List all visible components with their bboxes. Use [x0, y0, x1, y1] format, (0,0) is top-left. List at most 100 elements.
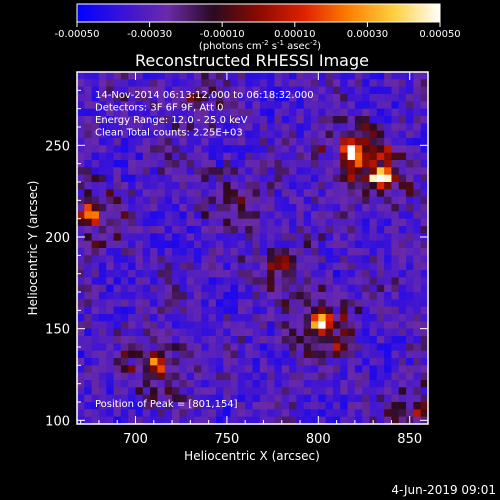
heatmap-cell [281, 116, 290, 124]
heatmap-cell [230, 86, 239, 95]
heatmap-cell [230, 284, 239, 293]
heatmap-cell [98, 240, 107, 249]
heatmap-cell [135, 248, 144, 256]
heatmap-cell [369, 372, 378, 381]
heatmap-cell [332, 182, 341, 190]
heatmap-cell [98, 394, 107, 403]
heatmap-cell [362, 380, 371, 388]
heatmap-cell [267, 314, 276, 322]
heatmap-cell [194, 409, 202, 418]
heatmap-cell [172, 160, 180, 168]
heatmap-cell [157, 314, 166, 322]
heatmap-cell [296, 314, 305, 322]
heatmap-cell [274, 365, 283, 374]
heatmap-cell [398, 145, 407, 154]
heatmap-cell [91, 409, 100, 418]
heatmap-cell [340, 380, 349, 388]
heatmap-cell [84, 321, 93, 330]
heatmap-cell [267, 138, 276, 146]
heatmap-cell [106, 226, 115, 234]
heatmap-cell [354, 123, 363, 132]
heatmap-cell [384, 167, 393, 176]
heatmap-cell [208, 336, 217, 344]
heatmap-cell [259, 167, 268, 176]
heatmap-cell [215, 380, 224, 388]
heatmap-cell [259, 72, 268, 80]
heatmap-cell [142, 328, 151, 337]
heatmap-cell [420, 189, 428, 198]
heatmap-cell [413, 145, 422, 154]
heatmap-cell [172, 365, 180, 374]
heatmap-cell [340, 387, 349, 396]
heatmap-cell [106, 123, 115, 132]
heatmap-cell [362, 94, 371, 102]
heatmap-cell [194, 182, 202, 190]
heatmap-cell [120, 299, 129, 308]
heatmap-cell [215, 160, 224, 168]
heatmap-cell [362, 306, 371, 315]
heatmap-cell [98, 255, 107, 264]
heatmap-cell [369, 314, 378, 322]
heatmap-cell [84, 409, 93, 418]
heatmap-cell [237, 116, 246, 124]
heatmap-cell [186, 72, 195, 80]
heatmap-cell [208, 116, 217, 124]
heatmap-cell [252, 152, 261, 161]
heatmap-cell [391, 182, 400, 190]
heatmap-cell [186, 123, 195, 132]
heatmap-cell [120, 372, 129, 381]
heatmap-cell [362, 72, 371, 80]
heatmap-cell [215, 123, 224, 132]
heatmap-cell [84, 138, 93, 146]
heatmap-cell [172, 380, 180, 388]
heatmap-cell [369, 138, 378, 146]
heatmap-cell [150, 211, 159, 220]
heatmap-cell [354, 101, 363, 110]
heatmap-cell [120, 218, 129, 227]
heatmap-cell [179, 123, 188, 132]
heatmap-cell [289, 343, 297, 352]
heatmap-cell [354, 402, 363, 410]
heatmap-cell [384, 262, 393, 271]
heatmap-cell [237, 240, 246, 249]
heatmap-cell [230, 365, 239, 374]
heatmap-cell [142, 226, 151, 234]
heatmap-cell [281, 270, 290, 278]
heatmap-cell [128, 336, 137, 344]
heatmap-cell [252, 108, 261, 117]
heatmap-cell [186, 204, 195, 212]
heatmap-cell [208, 314, 217, 322]
heatmap-cell [289, 130, 297, 139]
heatmap-cell [384, 416, 393, 424]
heatmap-cell [106, 145, 115, 154]
heatmap-cell [274, 299, 283, 308]
heatmap-cell [128, 321, 137, 330]
heatmap-cell [84, 416, 93, 424]
heatmap-cell [332, 79, 341, 88]
heatmap-cell [179, 270, 188, 278]
heatmap-cell [237, 130, 246, 139]
heatmap-cell [128, 174, 137, 183]
heatmap-cell [223, 262, 232, 271]
heatmap-cell [413, 262, 422, 271]
heatmap-cell [274, 262, 283, 271]
heatmap-cell [157, 123, 166, 132]
heatmap-cell [325, 380, 334, 388]
heatmap-cell [245, 226, 254, 234]
heatmap-cell [311, 145, 319, 154]
heatmap-cell [413, 240, 422, 249]
heatmap-cell [128, 211, 137, 220]
heatmap-cell [245, 321, 254, 330]
heatmap-cell [194, 123, 202, 132]
heatmap-cell [398, 152, 407, 161]
heatmap-cell [413, 372, 422, 381]
heatmap-cell [245, 138, 254, 146]
heatmap-cell [267, 262, 276, 271]
heatmap-cell [98, 328, 107, 337]
heatmap-cell [91, 277, 100, 286]
heatmap-cell [325, 152, 334, 161]
heatmap-cell [142, 402, 151, 410]
heatmap-cell [325, 189, 334, 198]
heatmap-cell [267, 123, 276, 132]
heatmap-cell [98, 314, 107, 322]
